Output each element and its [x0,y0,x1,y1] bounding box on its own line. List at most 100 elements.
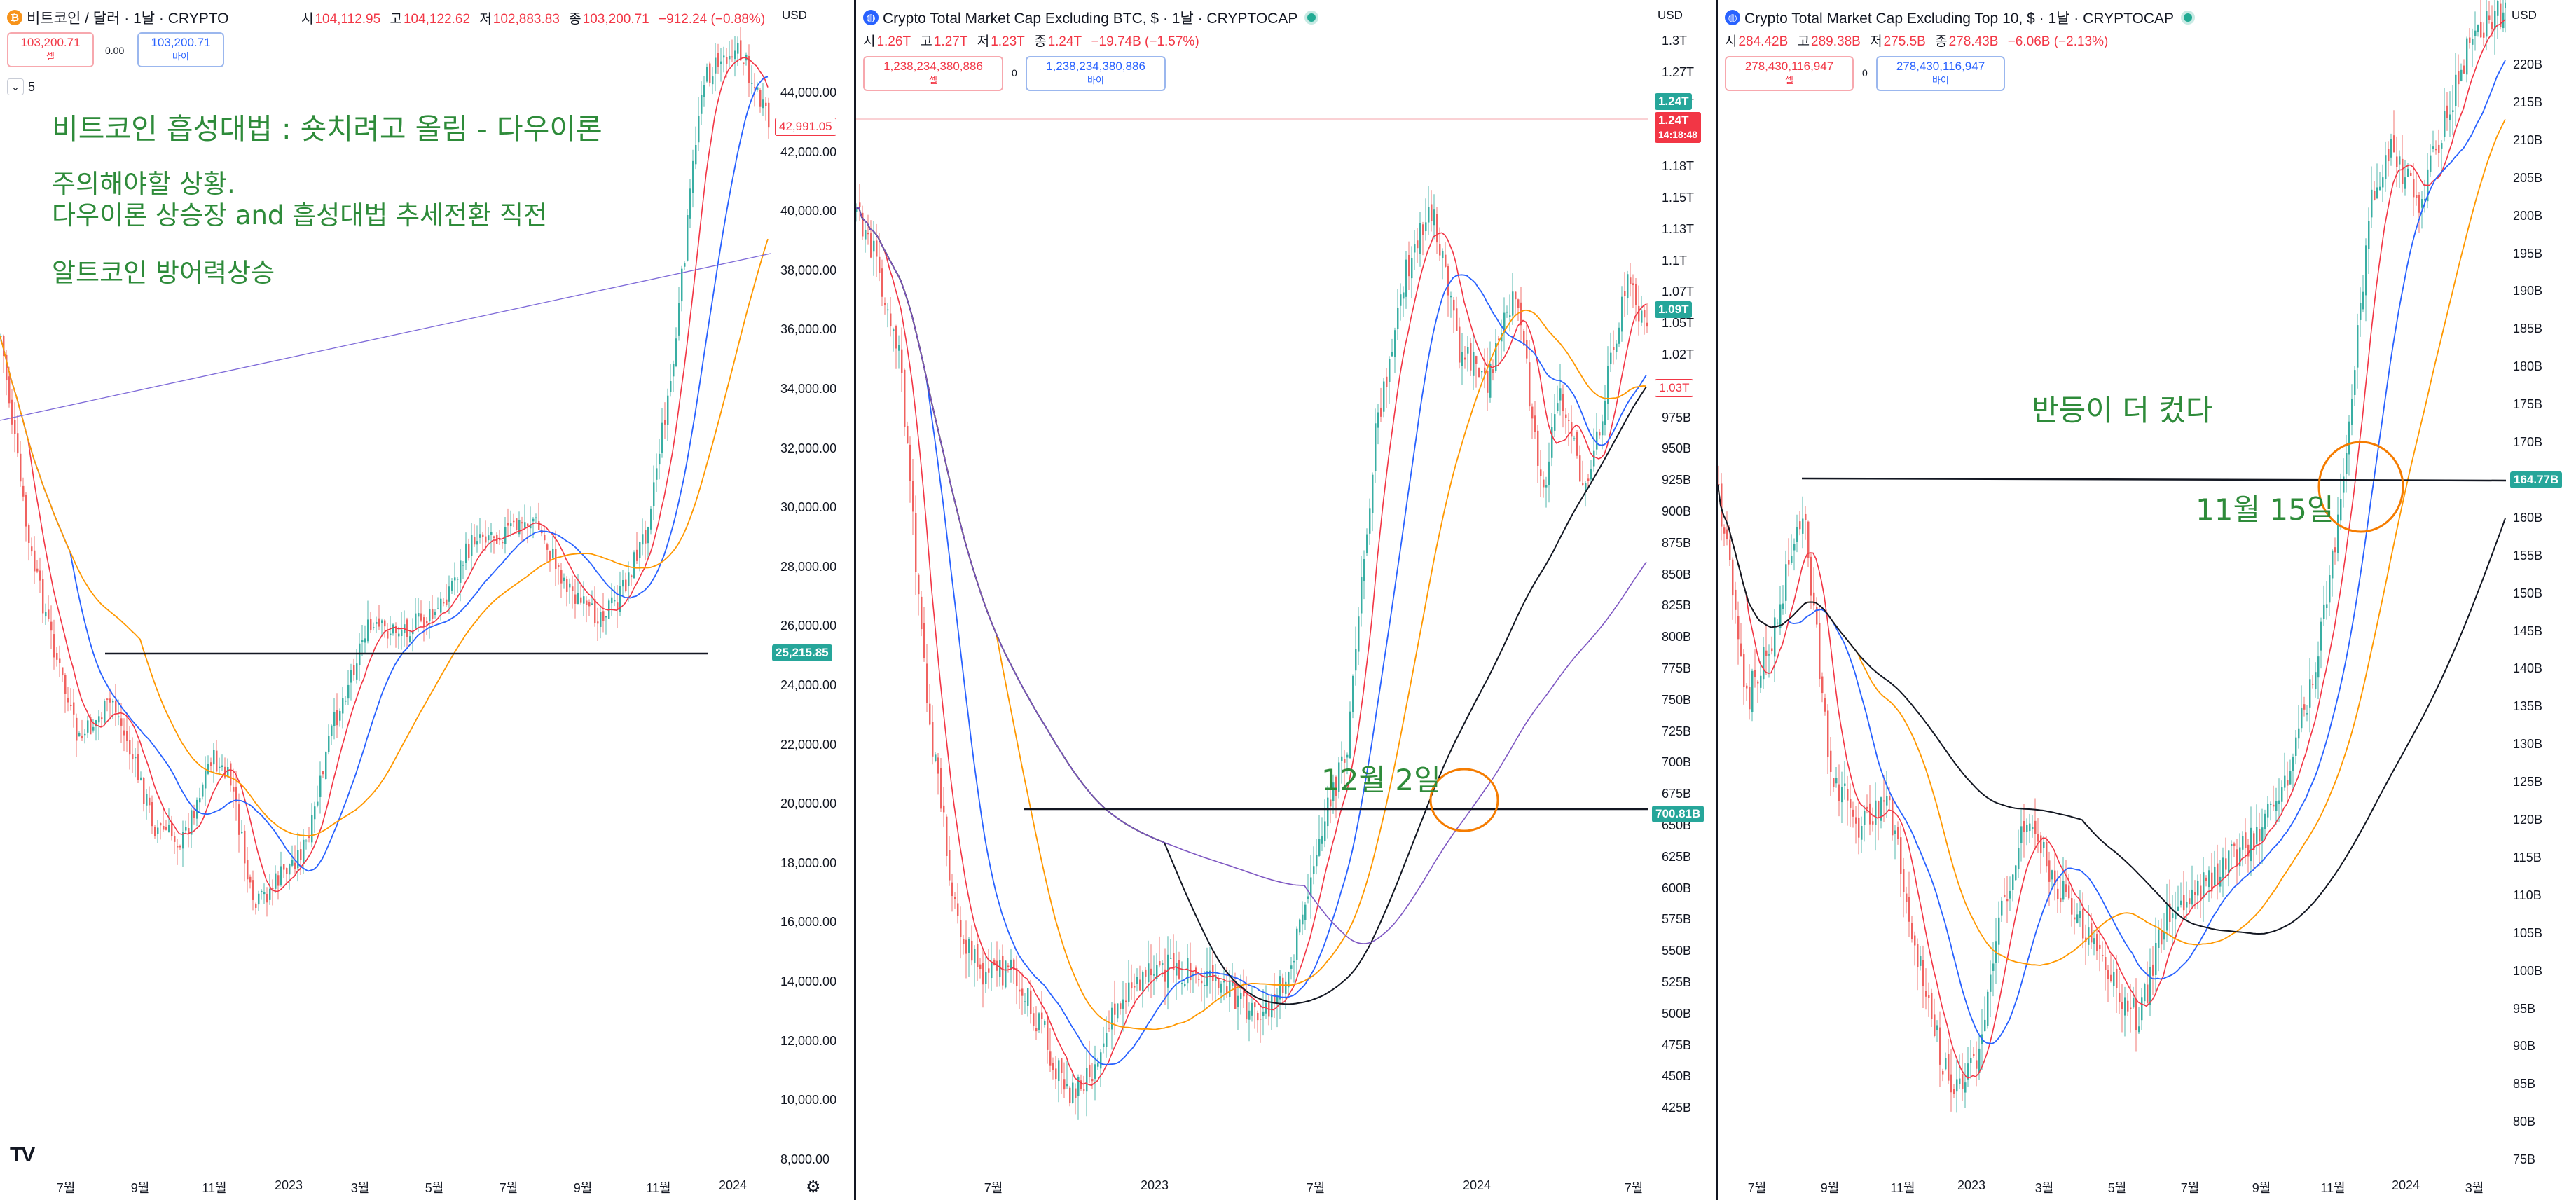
candle-body [757,87,759,90]
candle-body [1616,343,1618,352]
candle-body [1844,783,1846,786]
buy-button[interactable]: 103,200.71 바이 [137,32,224,67]
time-axis[interactable]: 7월 9월 11월 2023 3월 5월 7월 9월 11월 2024 3월 [1718,1174,2506,1200]
candle-body [244,830,246,864]
candle-body [1721,483,1723,527]
candle-body [1630,277,1632,284]
candle-body [2091,923,2093,943]
candle-body [1855,817,1857,824]
candle-body [1459,326,1461,363]
candle-body [2102,955,2104,956]
price-chart-others[interactable] [1718,0,2506,1170]
time-axis[interactable]: 7월 2023 7월 2024 7월 [856,1174,1648,1200]
ma-line-blue [1718,60,2506,1044]
candle-body [1403,292,1405,299]
price-axis[interactable]: USD 44,000.00 42,000.00 40,000.00 38,000.00… [771,0,855,1200]
time-axis[interactable]: 7월 9월 11월 2023 3월 5월 7월 9월 11월 2024 [0,1174,771,1200]
pane-divider[interactable] [1716,0,1718,1200]
candle-body [2284,775,2286,788]
candle-body [2133,998,2135,1008]
candle-body [384,620,386,627]
candle-body [2177,906,2179,911]
candle-body [2480,22,2482,38]
candle-body [2500,3,2502,27]
buy-button[interactable]: 1,238,234,380,886 바이 [1026,56,1166,91]
candle-body [2379,186,2381,191]
candle-body [2295,737,2297,756]
price-chart-btc[interactable] [0,0,771,1170]
annotation-text: 비트코인 흡성대법 : 숏치려고 올림 - 다우이론 [52,112,602,146]
candle-body [241,832,243,834]
y-axis-tick: 20,000.00 [780,796,837,811]
symbol-title[interactable]: Crypto Total Market Cap Excluding BTC, $… [883,11,1298,27]
ma-line-orange [0,238,769,836]
ma-line-orange [856,207,1647,1030]
chevron-down-icon[interactable]: ⌄ [7,78,24,95]
candle-body [1450,295,1452,298]
symbol-header[interactable]: ◍ Crypto Total Market Cap Excluding BTC,… [863,7,1316,28]
candle-body [1061,1058,1063,1073]
candle-body [659,453,661,465]
price-axis[interactable]: USD 220B 215B 210B 205B 200B 195B 190B 185B 180B… [2506,0,2576,1200]
settings-gear-icon[interactable]: ⚙ [806,1178,821,1196]
candle-body [2360,303,2362,320]
y-axis-tick: 32,000.00 [780,441,837,455]
candle-body [1478,368,1480,378]
candle-body [398,633,400,637]
candle-body [1066,1084,1068,1087]
sell-button[interactable]: 1,238,234,380,886 셀 [863,56,1003,91]
indicator-toggle[interactable]: ⌄ 5 [7,78,35,95]
candle-body [737,43,739,54]
candle-body [2346,453,2348,474]
spread-value: 0 [1862,67,1868,78]
candle-body [1021,988,1024,996]
sell-button[interactable]: 103,200.71 셀 [7,32,94,67]
symbol-title[interactable]: 비트코인 / 달러 · 1날 · CRYPTO [27,11,229,27]
candle-body [921,596,923,630]
candle-body [305,840,308,842]
candle-body [258,893,260,905]
candle-body [513,520,515,523]
ma-line-red [1718,19,2506,1079]
buy-button[interactable]: 278,430,116,947 바이 [1876,56,2005,91]
x-axis-tick: 11월 [646,1181,671,1195]
candle-body [1218,979,1220,988]
candle-body [2088,927,2090,945]
y-axis-tick: 170B [2513,435,2543,449]
chart-pane-others[interactable]: ◍ Crypto Total Market Cap Excluding Top … [1718,0,2576,1200]
candle-body [2421,199,2423,208]
level-price-tag: 700.81B [1652,806,1704,822]
chart-pane-total2[interactable]: ◍ Crypto Total Market Cap Excluding BTC,… [856,0,1716,1200]
candle-body [600,612,602,627]
pane-divider[interactable] [854,0,856,1200]
x-axis-tick: 9월 [573,1181,593,1195]
candle-body [210,762,212,766]
candle-body [1613,347,1615,350]
price-chart-total2[interactable] [856,0,1648,1170]
candle-body [2180,900,2182,905]
candle-body [2018,848,2020,870]
outline-price-tag: 1.03T [1655,379,1694,397]
candle-body [1190,963,1192,981]
candle-body [1495,343,1497,371]
price-axis[interactable]: USD 1.3T1.27T1.24T1.2T1.18T1.15T1.13T1.1… [1648,0,1716,1200]
candle-body [698,116,700,143]
sell-button[interactable]: 278,430,116,947 셀 [1725,56,1854,91]
candle-body [275,873,277,889]
candle-body [2113,972,2115,986]
candle-body [1987,991,1989,1026]
ohlc-readout: 시 104,112.95 고 104,122.62 저 102,883.83 종 103… [301,12,766,27]
symbol-header[interactable]: ◍ Crypto Total Market Cap Excluding Top … [1725,7,2193,28]
candle-body [182,832,184,849]
candle-body [653,482,655,506]
candle-body [2502,12,2505,29]
candle-body [546,544,549,550]
candle-body [2418,194,2420,213]
candle-body [569,583,571,588]
symbol-header[interactable]: ₿ 비트코인 / 달러 · 1날 · CRYPTO [7,7,229,28]
candle-body [146,794,148,806]
symbol-title[interactable]: Crypto Total Market Cap Excluding Top 10… [1744,11,2175,27]
y-axis-tick: 850B [1662,567,1692,581]
candle-body [1529,362,1531,407]
